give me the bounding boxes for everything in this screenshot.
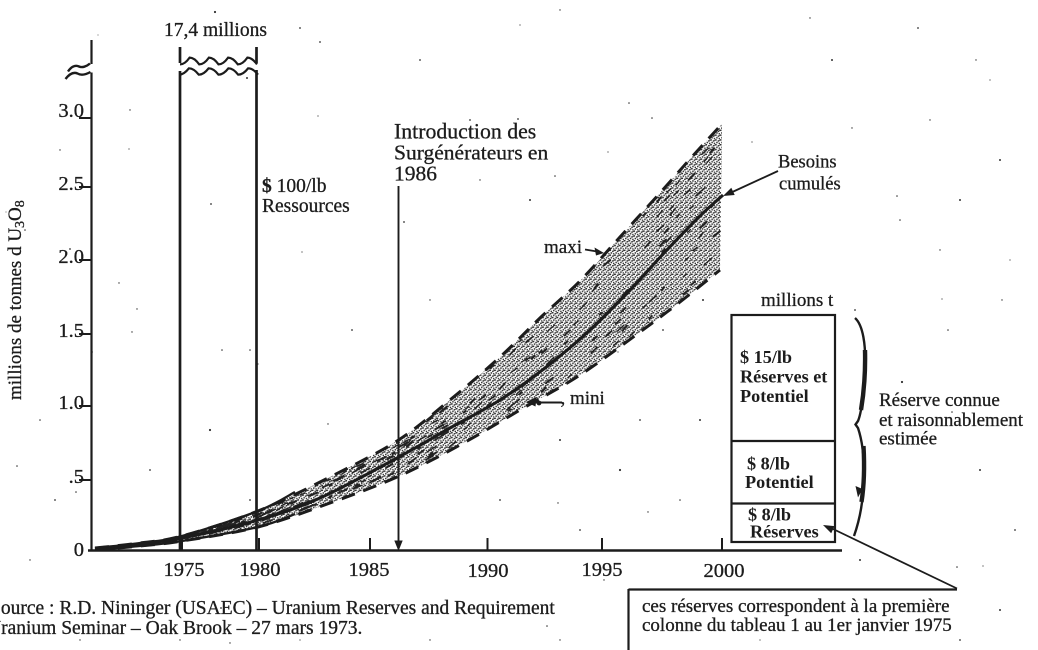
svg-text:estimée: estimée bbox=[879, 429, 937, 450]
svg-text:et raisonnablement: et raisonnablement bbox=[879, 410, 1024, 431]
svg-text:Réserves et: Réserves et bbox=[740, 367, 827, 387]
svg-text:$ 100/lb: $ 100/lb bbox=[262, 176, 326, 197]
svg-text:3.0: 3.0 bbox=[58, 100, 84, 122]
svg-text:maxi: maxi bbox=[544, 237, 582, 258]
svg-text:ces réserves correspondent à l: ces réserves correspondent à la première bbox=[642, 596, 950, 617]
svg-text:Potentiel: Potentiel bbox=[745, 472, 814, 492]
svg-text:1980: 1980 bbox=[240, 559, 281, 581]
svg-text:1975: 1975 bbox=[164, 559, 205, 581]
svg-text:Surgénérateurs en: Surgénérateurs en bbox=[394, 141, 548, 165]
svg-text:Réserve connue: Réserve connue bbox=[879, 390, 1000, 411]
svg-text:2.0: 2.0 bbox=[58, 246, 84, 268]
svg-text:.5: .5 bbox=[69, 466, 84, 488]
svg-text:millions t: millions t bbox=[761, 290, 834, 311]
svg-text:Réserves: Réserves bbox=[750, 522, 819, 542]
svg-text:$ 15/lb: $ 15/lb bbox=[740, 347, 792, 367]
svg-text:1.5: 1.5 bbox=[58, 320, 84, 342]
svg-text:cumulés: cumulés bbox=[779, 175, 841, 195]
svg-text:, mini: , mini bbox=[561, 388, 605, 409]
svg-text:Potentiel: Potentiel bbox=[740, 386, 809, 406]
svg-text:0: 0 bbox=[74, 539, 84, 561]
svg-text:2000: 2000 bbox=[704, 560, 745, 582]
svg-text:1995: 1995 bbox=[582, 559, 623, 581]
svg-text:Uranium Seminar – Oak Brook –: Uranium Seminar – Oak Brook – 27 mars 19… bbox=[0, 618, 362, 639]
svg-text:Ressources: Ressources bbox=[262, 196, 350, 217]
svg-text:$ 8/lb: $ 8/lb bbox=[748, 505, 791, 525]
svg-text:$ 8/lb: $ 8/lb bbox=[747, 454, 790, 474]
svg-text:Besoins: Besoins bbox=[778, 153, 837, 173]
svg-text:1.0: 1.0 bbox=[58, 392, 84, 414]
svg-text:2.5: 2.5 bbox=[58, 173, 84, 195]
svg-text:Source : R.D. Nininger (USAEC): Source : R.D. Nininger (USAEC) – Uranium… bbox=[0, 598, 555, 619]
svg-text:1986: 1986 bbox=[394, 162, 437, 186]
svg-text:Introduction des: Introduction des bbox=[394, 120, 536, 144]
svg-text:millions de tonnes d U3O8: millions de tonnes d U3O8 bbox=[5, 200, 28, 400]
svg-text:17,4 millions: 17,4 millions bbox=[164, 20, 267, 41]
svg-text:colonne du tableau 1 au 1er ja: colonne du tableau 1 au 1er janvier 1975 bbox=[642, 615, 952, 636]
svg-text:1990: 1990 bbox=[468, 560, 509, 582]
svg-text:1985: 1985 bbox=[349, 559, 390, 581]
